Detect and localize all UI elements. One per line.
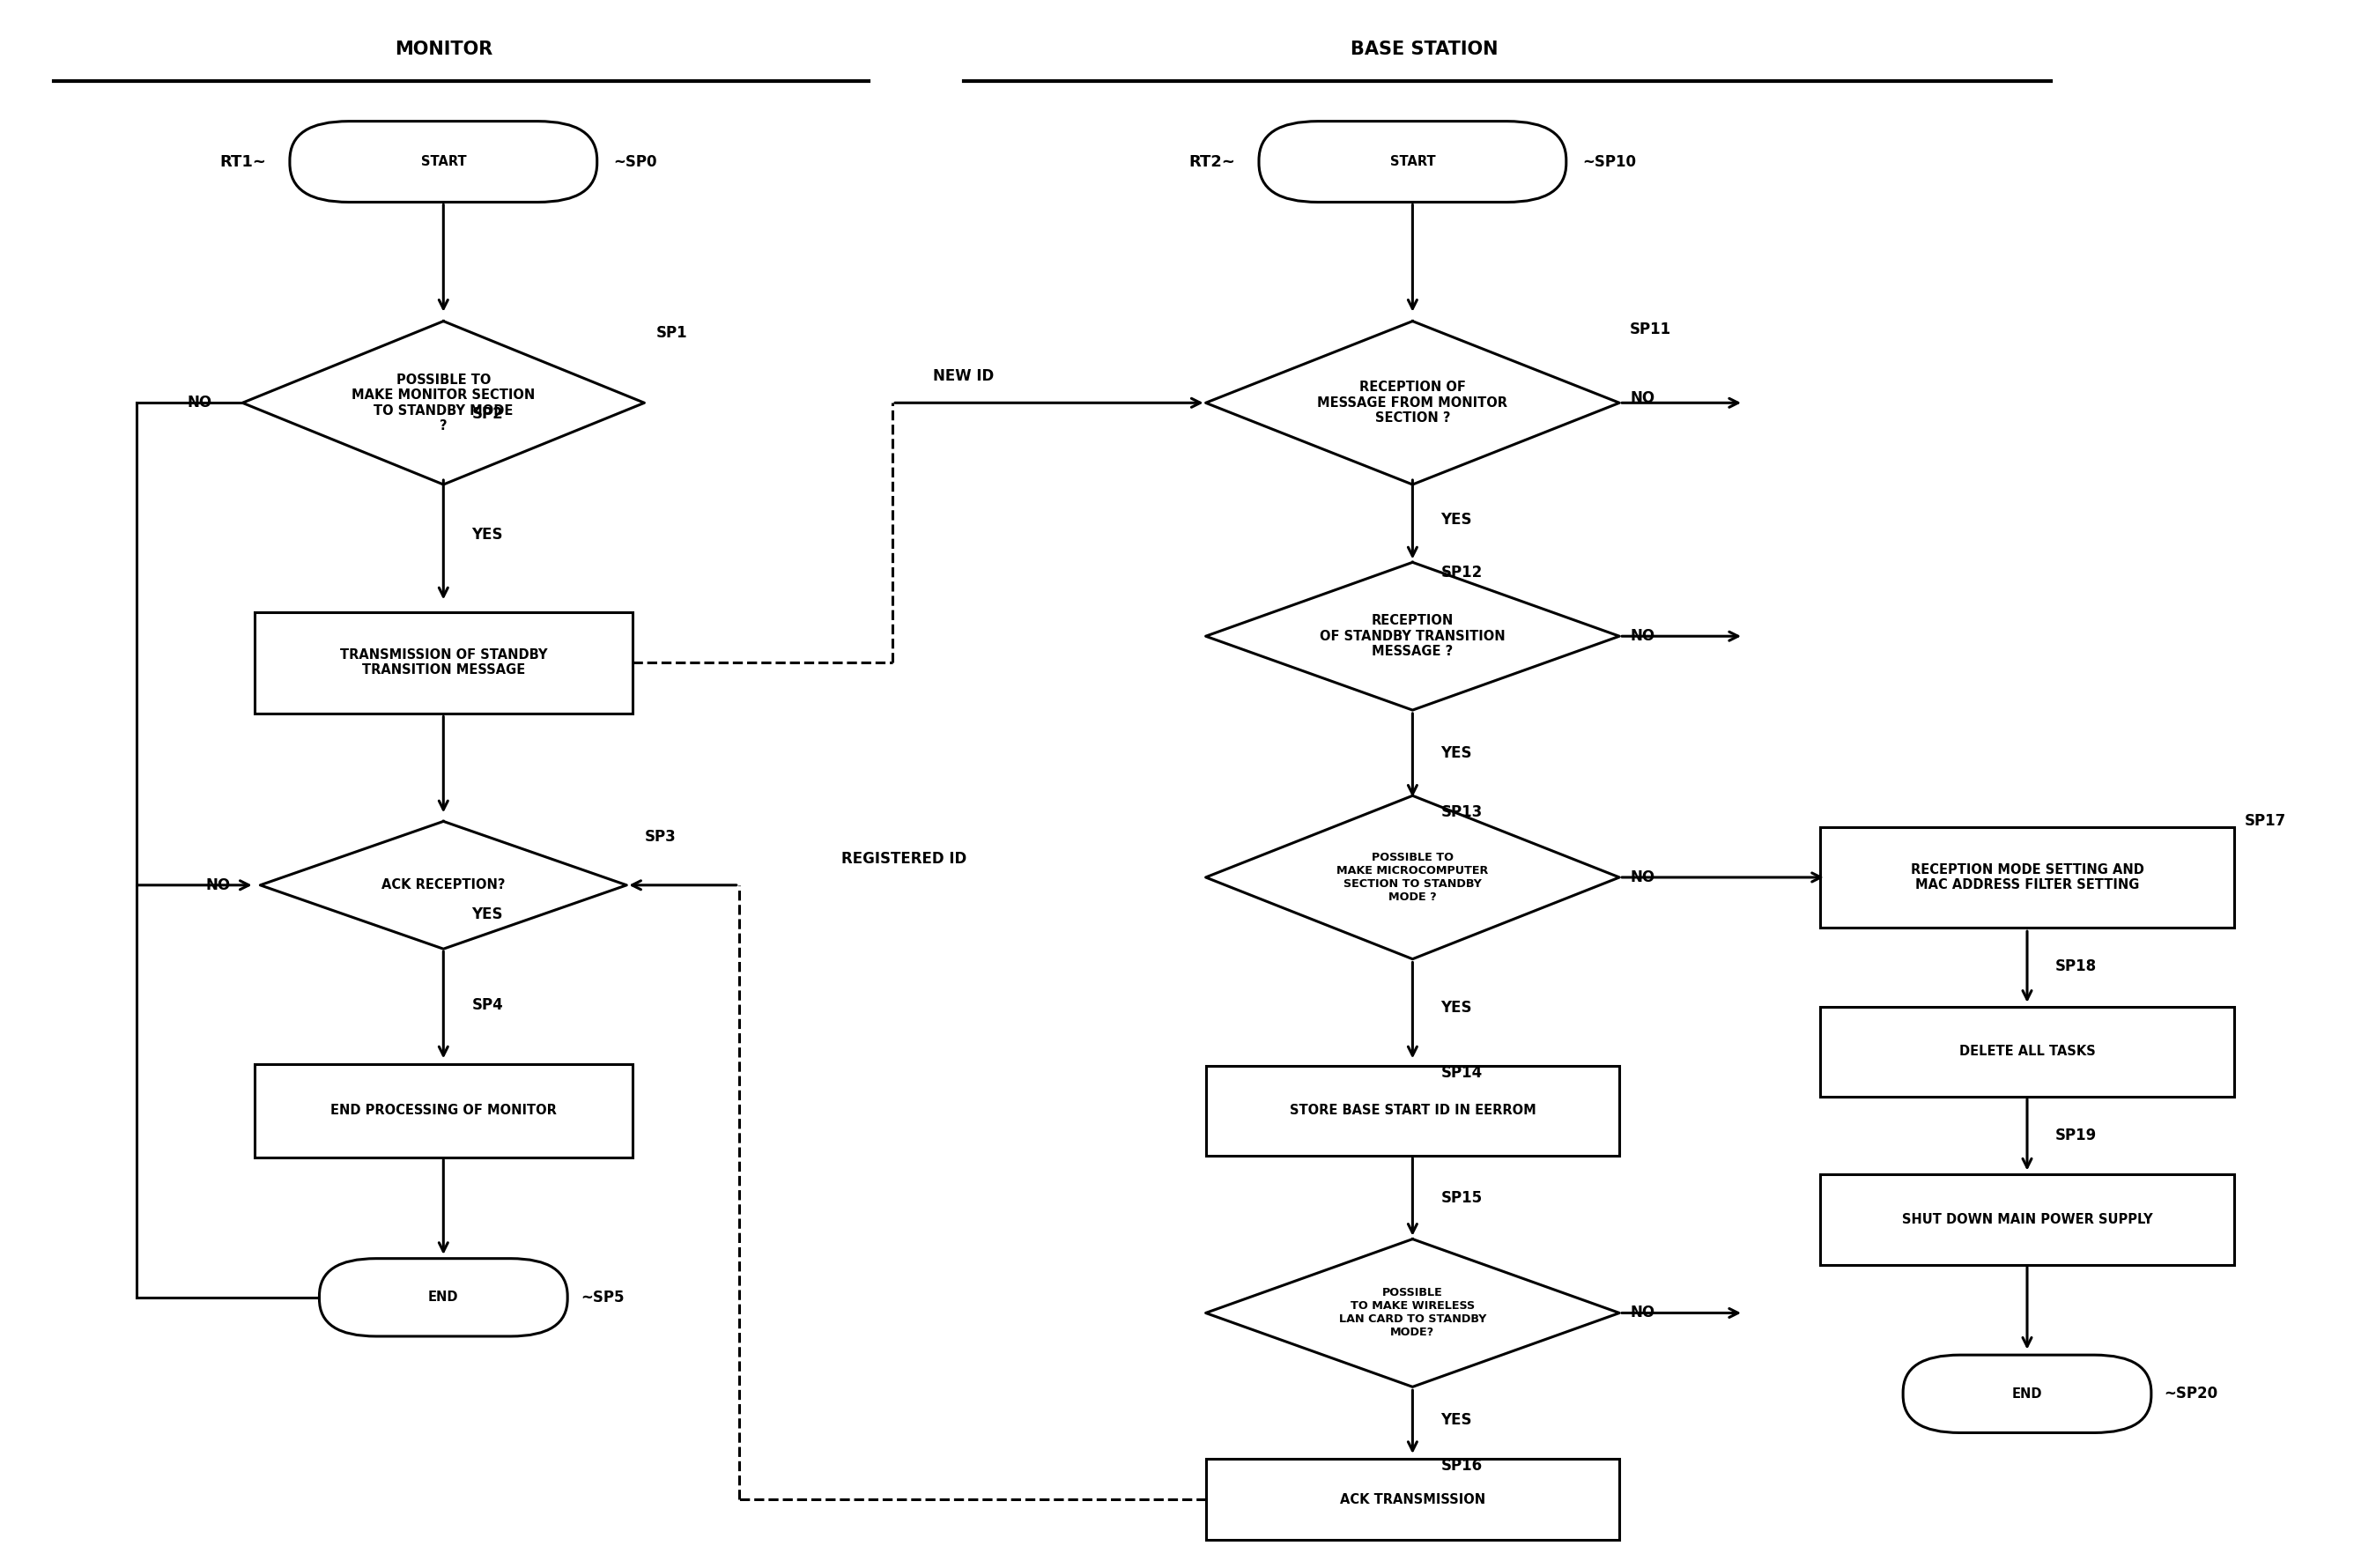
Text: NO: NO: [1630, 629, 1654, 644]
Text: RECEPTION MODE SETTING AND
MAC ADDRESS FILTER SETTING: RECEPTION MODE SETTING AND MAC ADDRESS F…: [1910, 862, 2143, 892]
Text: START: START: [421, 155, 466, 168]
Bar: [1820, 826, 2233, 928]
Text: SP14: SP14: [1440, 1065, 1483, 1082]
Text: BASE STATION: BASE STATION: [1350, 41, 1499, 58]
Text: SP17: SP17: [2245, 814, 2286, 829]
Text: MONITOR: MONITOR: [394, 41, 492, 58]
Text: NO: NO: [1630, 390, 1654, 406]
Text: DELETE ALL TASKS: DELETE ALL TASKS: [1958, 1044, 2096, 1058]
FancyBboxPatch shape: [290, 121, 596, 202]
Text: SHUT DOWN MAIN POWER SUPPLY: SHUT DOWN MAIN POWER SUPPLY: [1901, 1214, 2153, 1226]
Text: POSSIBLE TO
MAKE MONITOR SECTION
TO STANDBY MODE
?: POSSIBLE TO MAKE MONITOR SECTION TO STAN…: [352, 373, 535, 433]
Text: POSSIBLE
TO MAKE WIRELESS
LAN CARD TO STANDBY
MODE?: POSSIBLE TO MAKE WIRELESS LAN CARD TO ST…: [1338, 1287, 1487, 1339]
Text: YES: YES: [1440, 1000, 1473, 1016]
Text: SP11: SP11: [1630, 321, 1673, 337]
Text: RT2~: RT2~: [1188, 154, 1236, 169]
Bar: [254, 612, 632, 713]
Text: NO: NO: [207, 877, 230, 894]
Bar: [1820, 1174, 2233, 1265]
Text: SP19: SP19: [2055, 1127, 2098, 1143]
Bar: [1205, 1066, 1620, 1156]
Text: SP1: SP1: [656, 325, 687, 340]
Text: END PROCESSING OF MONITOR: END PROCESSING OF MONITOR: [330, 1104, 556, 1118]
Text: ~SP5: ~SP5: [580, 1289, 625, 1305]
Text: END: END: [428, 1290, 459, 1305]
FancyBboxPatch shape: [1903, 1355, 2150, 1433]
Text: SP2: SP2: [473, 406, 504, 422]
Text: NO: NO: [188, 395, 211, 411]
Text: ~SP20: ~SP20: [2165, 1386, 2219, 1402]
Text: YES: YES: [473, 527, 504, 543]
Text: END: END: [2012, 1388, 2043, 1400]
Text: RECEPTION OF
MESSAGE FROM MONITOR
SECTION ?: RECEPTION OF MESSAGE FROM MONITOR SECTIO…: [1316, 381, 1509, 425]
Bar: [254, 1065, 632, 1157]
Text: NEW ID: NEW ID: [934, 368, 993, 384]
Bar: [1820, 1007, 2233, 1096]
Text: START: START: [1390, 155, 1435, 168]
Text: RECEPTION
OF STANDBY TRANSITION
MESSAGE ?: RECEPTION OF STANDBY TRANSITION MESSAGE …: [1319, 615, 1506, 659]
Text: YES: YES: [1440, 511, 1473, 527]
Text: SP15: SP15: [1440, 1190, 1483, 1206]
FancyBboxPatch shape: [1259, 121, 1566, 202]
Text: ~SP0: ~SP0: [613, 154, 658, 169]
Text: STORE BASE START ID IN EERROM: STORE BASE START ID IN EERROM: [1290, 1104, 1535, 1118]
Text: SP3: SP3: [644, 829, 675, 845]
Text: SP4: SP4: [473, 997, 504, 1013]
Text: ACK RECEPTION?: ACK RECEPTION?: [383, 878, 506, 892]
Bar: [1205, 1460, 1620, 1540]
Text: NO: NO: [1630, 1305, 1654, 1320]
Text: POSSIBLE TO
MAKE MICROCOMPUTER
SECTION TO STANDBY
MODE ?: POSSIBLE TO MAKE MICROCOMPUTER SECTION T…: [1338, 851, 1487, 903]
Text: NO: NO: [1630, 869, 1654, 886]
Text: SP18: SP18: [2055, 958, 2098, 974]
Text: REGISTERED ID: REGISTERED ID: [841, 851, 967, 867]
Text: TRANSMISSION OF STANDBY
TRANSITION MESSAGE: TRANSMISSION OF STANDBY TRANSITION MESSA…: [340, 649, 546, 677]
Text: SP13: SP13: [1440, 804, 1483, 820]
Text: ACK TRANSMISSION: ACK TRANSMISSION: [1340, 1493, 1485, 1507]
Text: ~SP10: ~SP10: [1582, 154, 1637, 169]
Text: SP16: SP16: [1440, 1458, 1483, 1474]
Text: YES: YES: [1440, 745, 1473, 760]
FancyBboxPatch shape: [318, 1259, 568, 1336]
Text: YES: YES: [1440, 1413, 1473, 1428]
Text: YES: YES: [473, 906, 504, 922]
Text: RT1~: RT1~: [219, 154, 266, 169]
Text: SP12: SP12: [1440, 564, 1483, 580]
